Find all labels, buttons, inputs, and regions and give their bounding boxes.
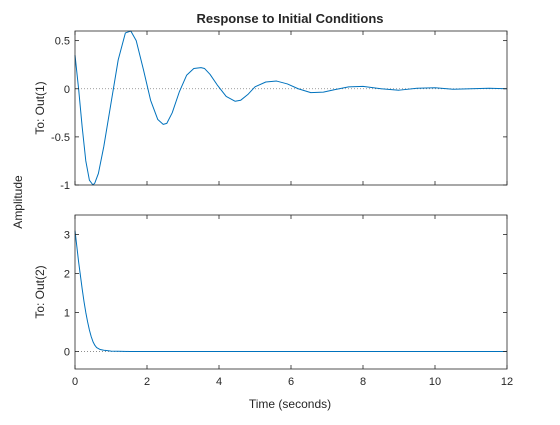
y-axis-title: Amplitude: [11, 175, 25, 229]
chart-title: Response to Initial Conditions: [196, 11, 383, 26]
x-tick-label: 8: [360, 376, 366, 388]
x-tick-label: 2: [144, 376, 150, 388]
subplot-1: -1 -0.5 0 0.5 To: Out(1): [33, 30, 508, 192]
y-tick-label: -1: [60, 180, 70, 192]
y-tick-label: -0.5: [51, 132, 70, 144]
x-tick-label: 10: [429, 376, 441, 388]
y-tick-label: 0: [64, 84, 70, 96]
plot-area: [75, 215, 507, 369]
x-tick-label: 12: [501, 376, 513, 388]
y-tick-label: 0: [64, 346, 70, 358]
x-tick-label: 6: [288, 376, 294, 388]
x-tick-label: 4: [216, 376, 222, 388]
y-tick-label: 0.5: [55, 36, 70, 48]
y-tick-label: 3: [64, 229, 70, 241]
y-tick-label: 1: [64, 307, 70, 319]
y-tick-label: 2: [64, 268, 70, 280]
plot-area: [75, 31, 507, 185]
x-axis-title: Time (seconds): [249, 397, 331, 411]
x-tick-label: 0: [72, 376, 78, 388]
subplot-y-label: To: Out(2): [33, 265, 47, 318]
series-line-1-1: [74, 30, 508, 186]
series-line-2-1: [74, 230, 507, 352]
subplot-y-label: To: Out(1): [33, 81, 47, 134]
